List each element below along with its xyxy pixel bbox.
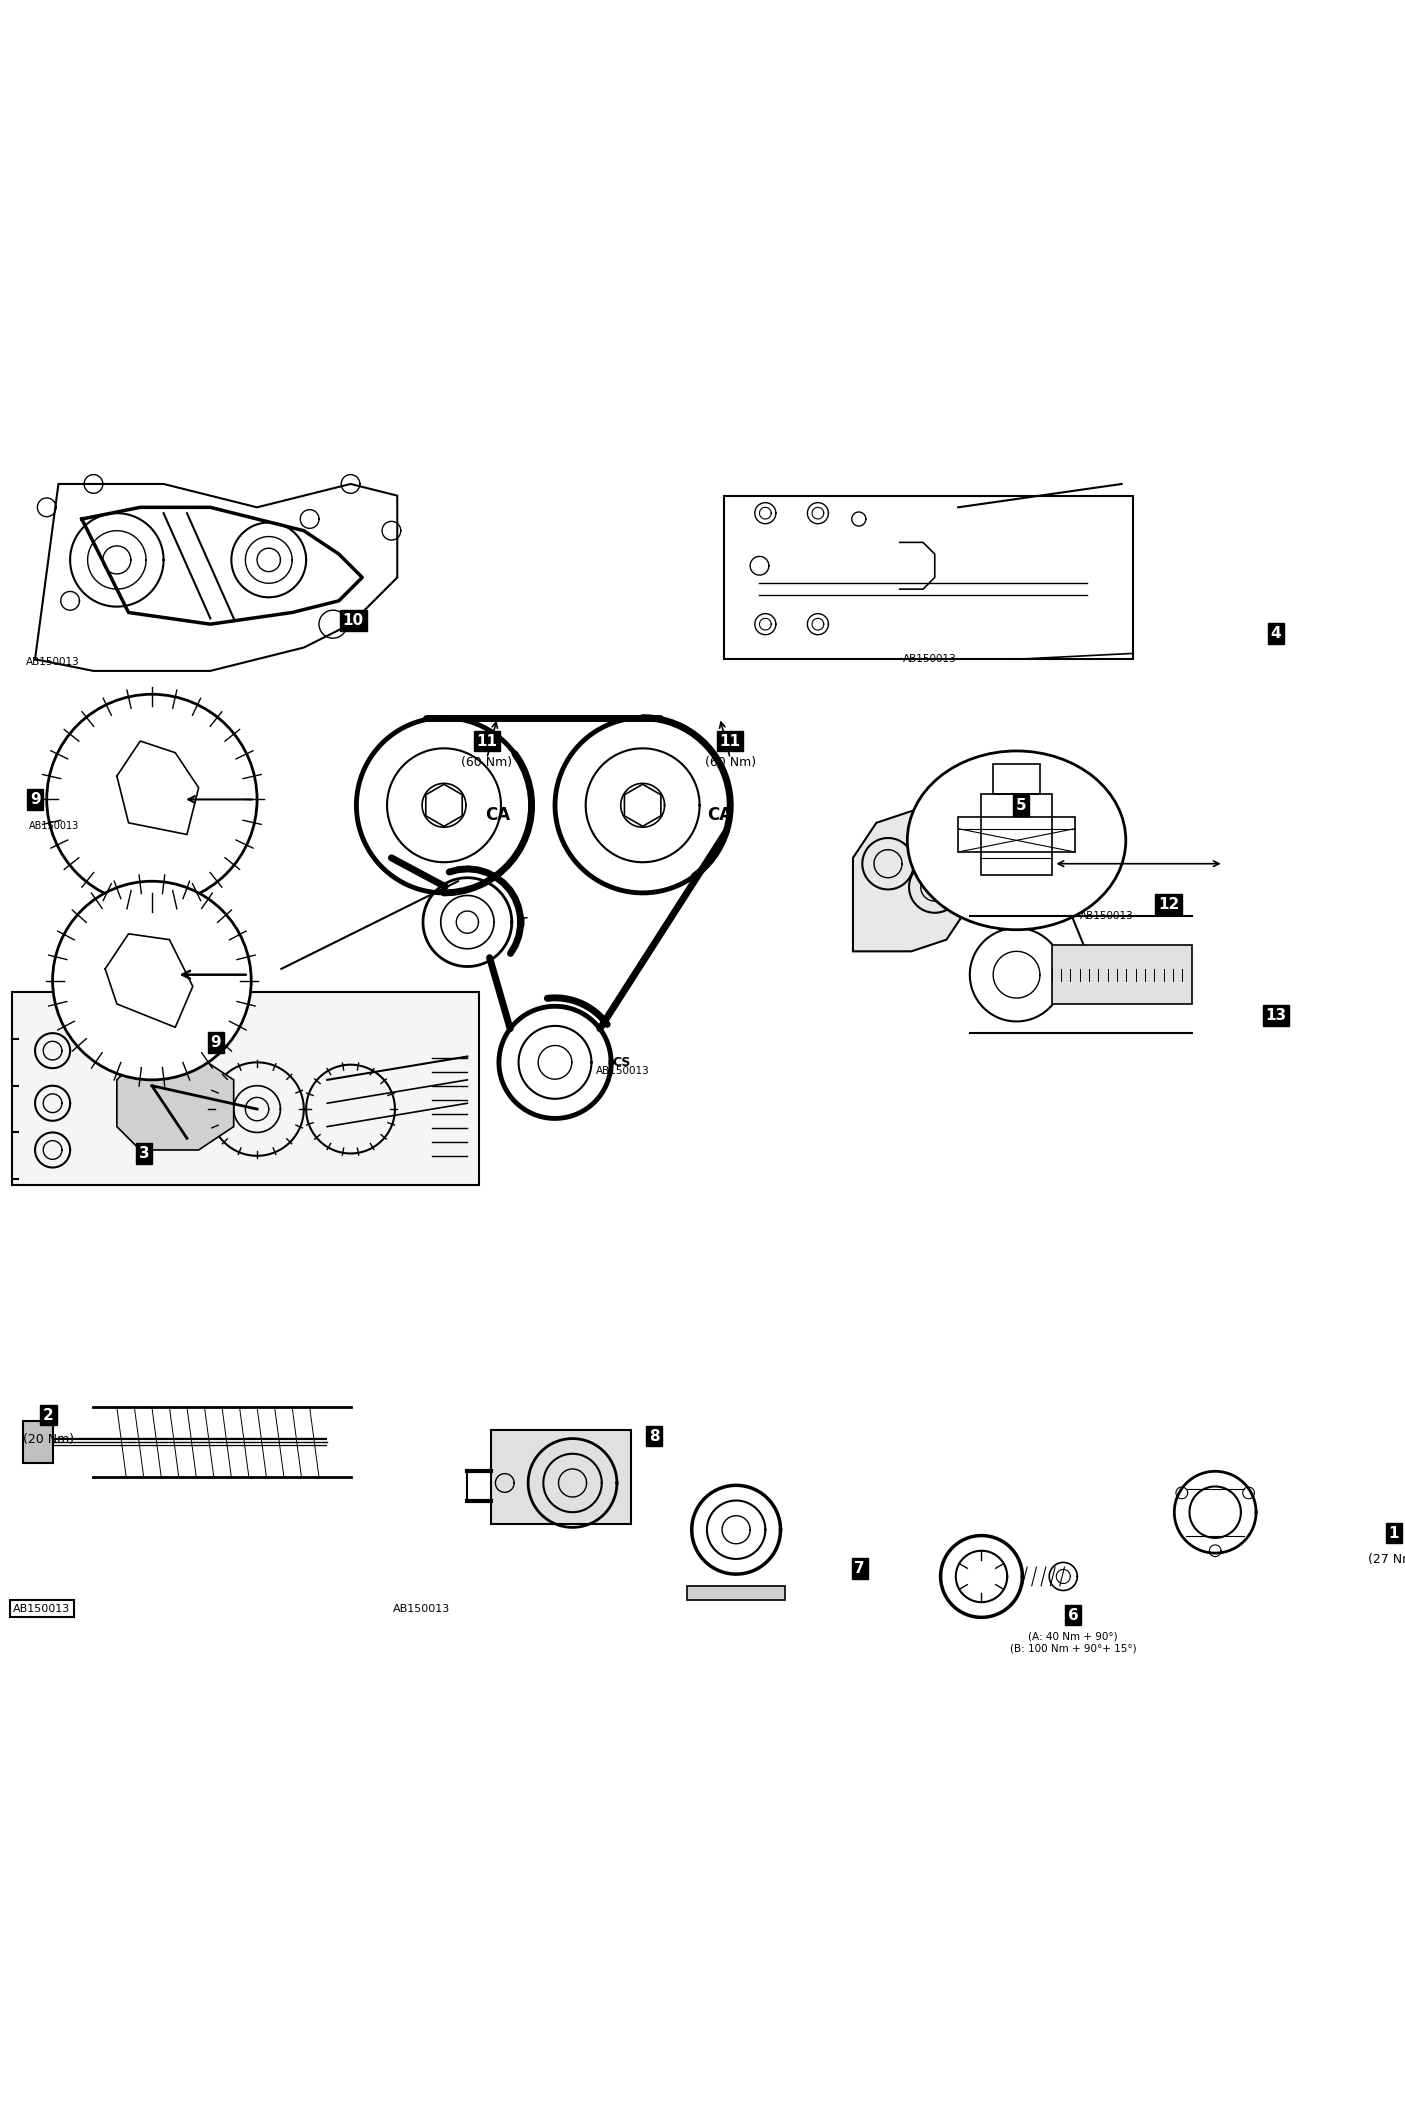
Text: 3: 3 xyxy=(139,1145,149,1160)
Text: (20 Nm): (20 Nm) xyxy=(22,1433,74,1445)
Text: 10: 10 xyxy=(343,613,364,628)
Polygon shape xyxy=(117,1056,233,1149)
Text: 13: 13 xyxy=(1266,1008,1287,1023)
Circle shape xyxy=(46,695,257,904)
Circle shape xyxy=(52,881,251,1080)
Text: 5: 5 xyxy=(1016,799,1026,814)
Text: 11: 11 xyxy=(476,733,497,748)
Text: CA: CA xyxy=(485,805,510,824)
Text: AB150013: AB150013 xyxy=(13,1604,70,1614)
Bar xyxy=(24,1422,52,1462)
Text: 8: 8 xyxy=(649,1428,659,1443)
Text: AB150013: AB150013 xyxy=(1079,911,1134,921)
Text: (27 Nm): (27 Nm) xyxy=(1368,1553,1405,1566)
Text: 6: 6 xyxy=(1068,1608,1079,1623)
Bar xyxy=(958,818,1075,852)
Bar xyxy=(725,497,1134,659)
Ellipse shape xyxy=(908,750,1125,930)
Text: 7: 7 xyxy=(854,1562,865,1576)
Bar xyxy=(687,1585,785,1600)
Text: (60 Nm): (60 Nm) xyxy=(705,756,756,769)
Text: AB150013: AB150013 xyxy=(903,653,957,663)
Bar xyxy=(1051,945,1191,1004)
Text: AB150013: AB150013 xyxy=(392,1604,450,1614)
Text: CS: CS xyxy=(613,1056,631,1069)
Text: 1: 1 xyxy=(1388,1526,1399,1540)
Text: 11: 11 xyxy=(719,733,740,748)
Bar xyxy=(993,765,1040,794)
Text: (60 Nm): (60 Nm) xyxy=(461,756,513,769)
Bar xyxy=(490,1431,631,1523)
Text: CA: CA xyxy=(707,805,732,824)
Text: 4: 4 xyxy=(1270,625,1281,640)
Text: T: T xyxy=(520,915,528,928)
Text: 2: 2 xyxy=(44,1407,53,1422)
Text: AB150013: AB150013 xyxy=(27,657,80,668)
Bar xyxy=(11,993,479,1185)
Bar xyxy=(982,794,1051,875)
Text: (B: 100 Nm + 90°+ 15°): (B: 100 Nm + 90°+ 15°) xyxy=(1010,1644,1137,1652)
Text: 9: 9 xyxy=(30,792,41,807)
Text: AB150013: AB150013 xyxy=(596,1067,649,1076)
Text: (A: 40 Nm + 90°): (A: 40 Nm + 90°) xyxy=(1028,1631,1118,1642)
Text: 9: 9 xyxy=(211,1035,221,1050)
Text: 12: 12 xyxy=(1158,898,1179,913)
Text: AB150013: AB150013 xyxy=(28,820,79,830)
Polygon shape xyxy=(853,811,969,951)
